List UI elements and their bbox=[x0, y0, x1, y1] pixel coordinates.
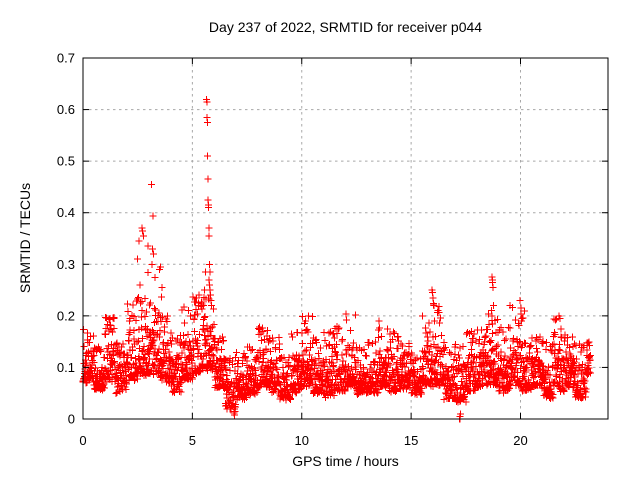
chart-title: Day 237 of 2022, SRMTID for receiver p04… bbox=[208, 19, 483, 35]
x-tick-label: 0 bbox=[79, 433, 86, 448]
data-points bbox=[79, 96, 594, 423]
y-tick-label: 0.3 bbox=[57, 257, 75, 272]
x-tick-label: 10 bbox=[295, 433, 309, 448]
x-tick-label: 20 bbox=[513, 433, 527, 448]
y-tick-label: 0.6 bbox=[57, 102, 75, 117]
y-tick-label: 0.1 bbox=[57, 360, 75, 375]
plot-frame bbox=[82, 57, 609, 420]
y-tick-label: 0.2 bbox=[57, 308, 75, 323]
y-tick-label: 0.5 bbox=[57, 154, 75, 169]
x-axis-label: GPS time / hours bbox=[292, 453, 399, 469]
y-tick-label: 0 bbox=[68, 412, 75, 427]
y-tick-label: 0.4 bbox=[57, 205, 75, 220]
y-tick-label: 0.7 bbox=[57, 51, 75, 66]
x-tick-label: 15 bbox=[404, 433, 418, 448]
x-tick-label: 5 bbox=[189, 433, 196, 448]
